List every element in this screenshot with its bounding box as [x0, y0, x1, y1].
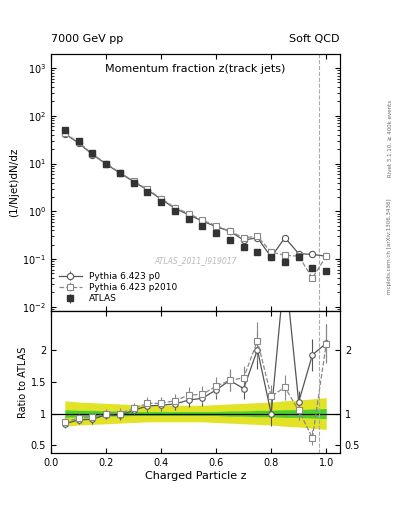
Text: mcplots.cern.ch [arXiv:1306.3436]: mcplots.cern.ch [arXiv:1306.3436] — [387, 198, 392, 293]
Text: ATLAS_2011_I919017: ATLAS_2011_I919017 — [154, 256, 237, 265]
Legend: Pythia 6.423 p0, Pythia 6.423 p2010, ATLAS: Pythia 6.423 p0, Pythia 6.423 p2010, ATL… — [55, 268, 181, 307]
Y-axis label: (1/Njet)dN/dz: (1/Njet)dN/dz — [9, 148, 20, 217]
Text: Soft QCD: Soft QCD — [290, 33, 340, 44]
X-axis label: Charged Particle z: Charged Particle z — [145, 471, 246, 481]
Text: Momentum fraction z(track jets): Momentum fraction z(track jets) — [105, 64, 286, 74]
Text: Rivet 3.1.10, ≥ 400k events: Rivet 3.1.10, ≥ 400k events — [387, 100, 392, 177]
Y-axis label: Ratio to ATLAS: Ratio to ATLAS — [18, 347, 28, 418]
Text: 7000 GeV pp: 7000 GeV pp — [51, 33, 123, 44]
